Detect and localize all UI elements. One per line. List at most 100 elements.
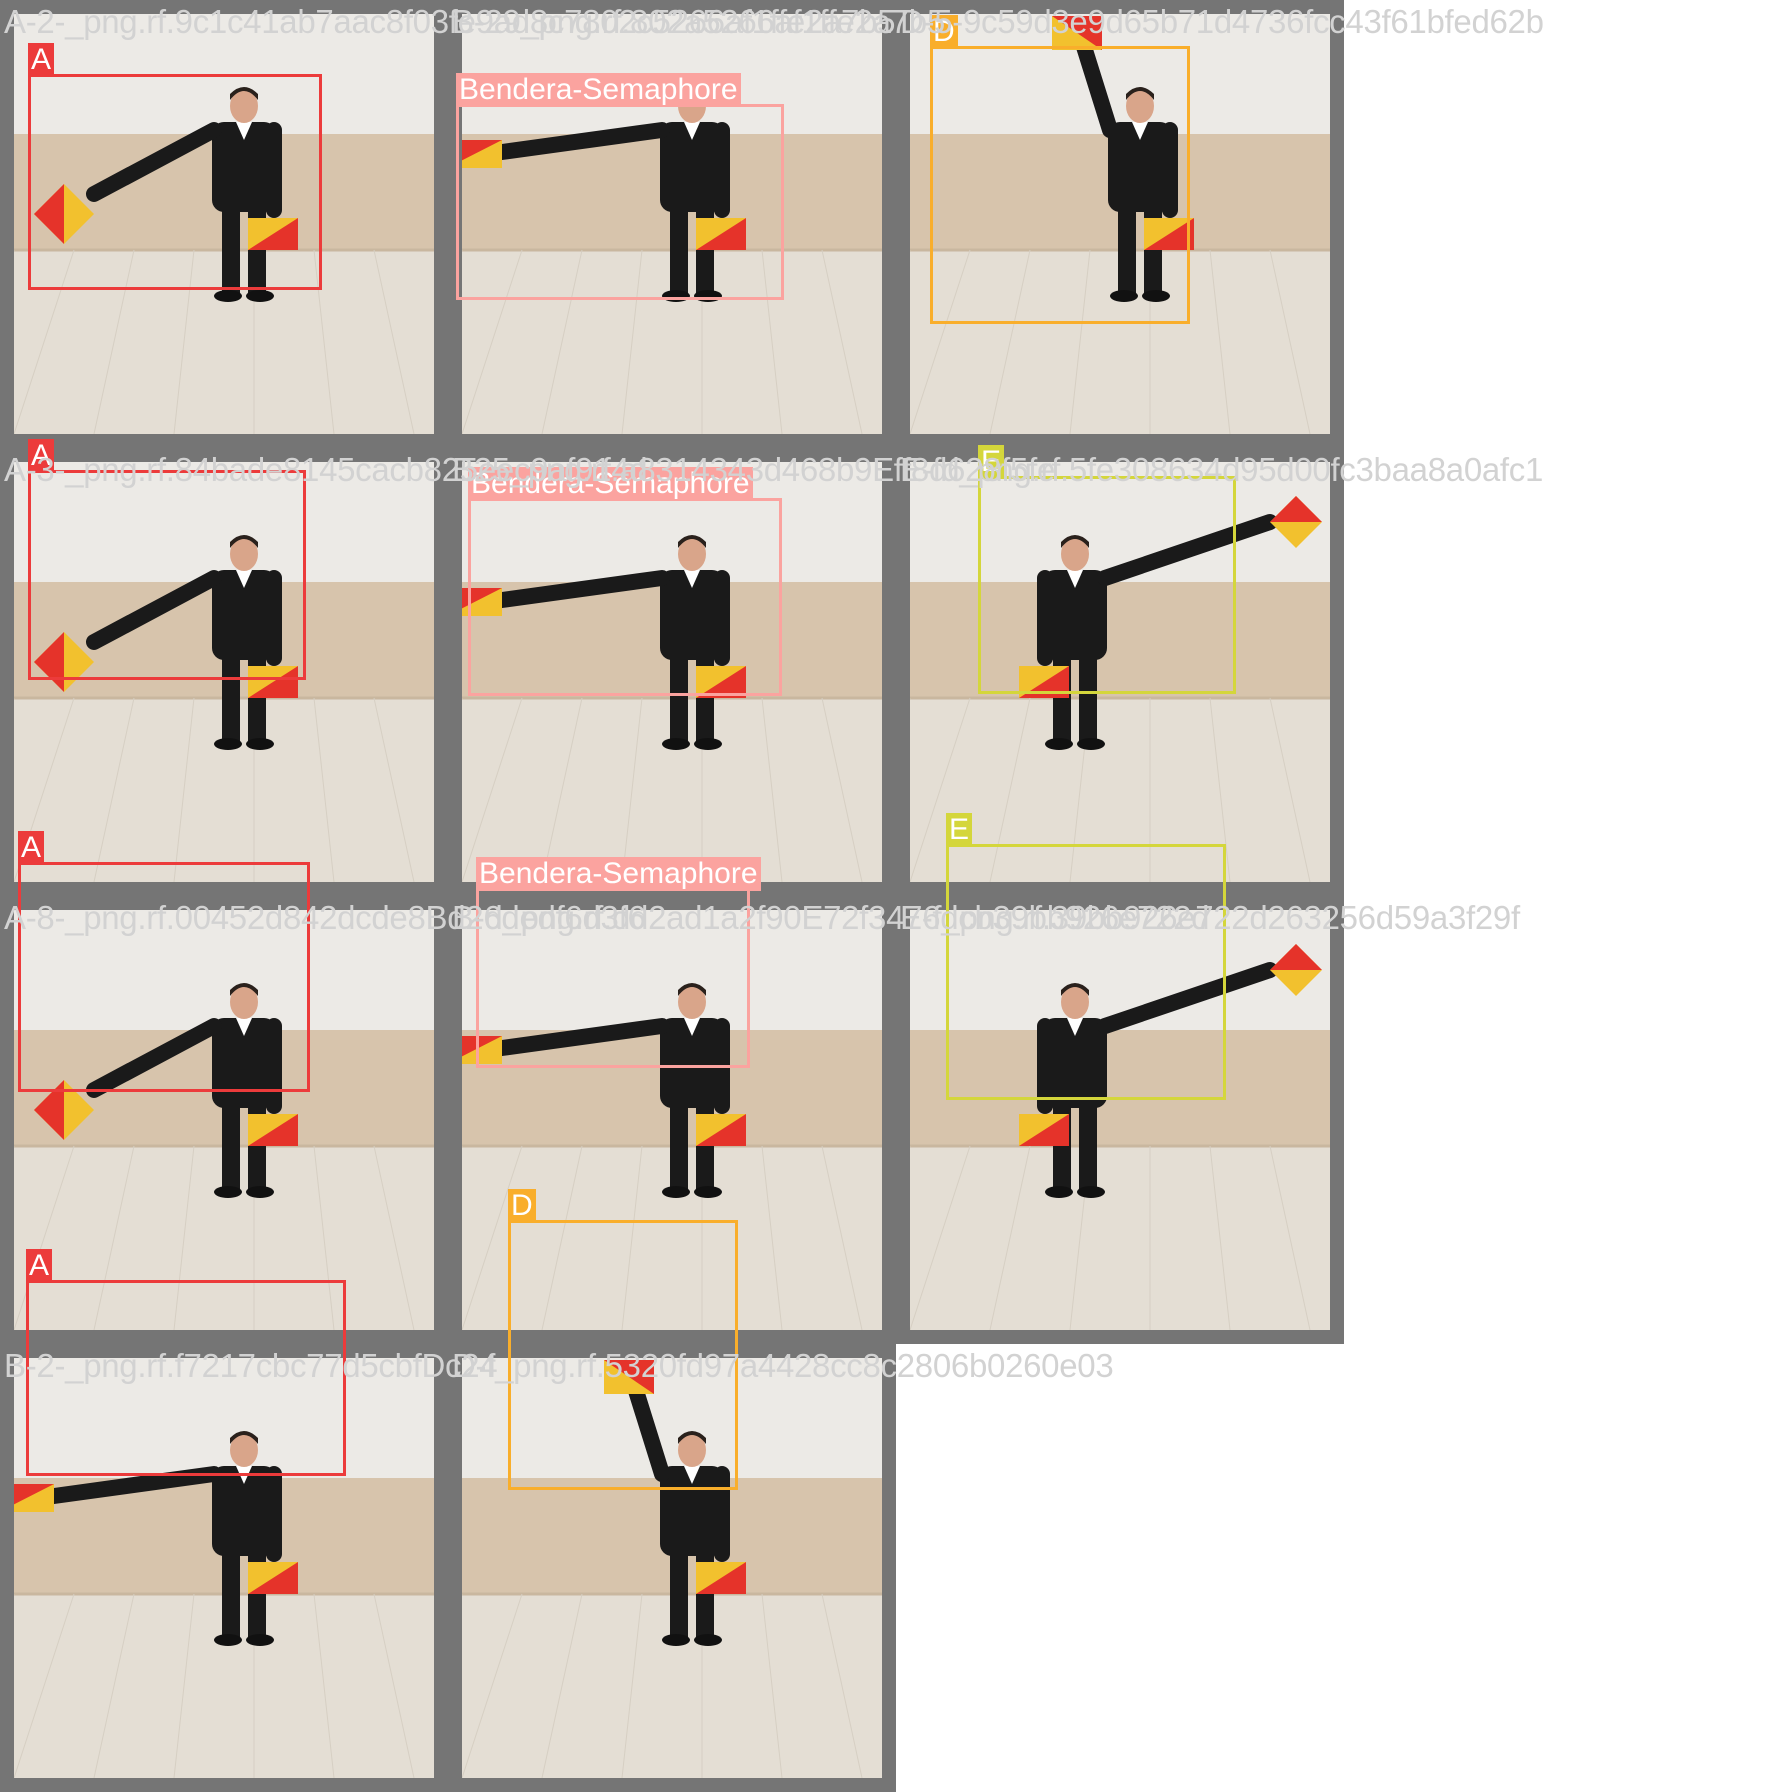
person: [34, 87, 298, 302]
bounding-box: E: [946, 813, 1226, 1100]
image-filename: A-8-_png.rf.00452d842dcde8Bd26dedf6d3f6: [4, 899, 646, 936]
arm-raised: [46, 1466, 222, 1504]
image-filename: B-29_png.rf.802a5266af1ffe2a7b5: [452, 3, 945, 40]
head: [230, 89, 258, 123]
class-label: Bendera-Semaphore: [456, 73, 741, 107]
photo: [14, 14, 434, 434]
image-tile[interactable]: Bendera-Semaphore B-29_png.rf.802a5266af1…: [448, 0, 945, 448]
left-shoe: [662, 1186, 690, 1198]
floor-tile-line: [989, 249, 1031, 434]
collar: [684, 122, 700, 140]
semaphore-scene: [14, 14, 434, 434]
person: [1052, 16, 1194, 302]
floor-tile-line: [621, 1145, 643, 1330]
image-tile[interactable]: A A-8-_png.rf.00452d842dcde8Bd26dedf6d3f6: [0, 831, 646, 1344]
floor-tile-line: [1209, 697, 1231, 882]
torso: [1043, 1018, 1107, 1108]
floor-tile-line: [761, 249, 783, 434]
collar: [236, 570, 252, 588]
floor-tile-line: [821, 1145, 863, 1330]
class-label: A: [26, 1249, 53, 1283]
class-label: D: [508, 1189, 536, 1223]
left-shoe: [214, 1186, 242, 1198]
flag-raised: [604, 1360, 654, 1394]
image-filename: E-f_png.rf.39bb926e722d263256d59a3f29f: [900, 899, 1520, 936]
flag-red: [696, 1114, 746, 1146]
arm-raised: [86, 570, 222, 650]
collar: [1132, 122, 1148, 140]
photo: [462, 1358, 882, 1778]
class-label: A: [28, 43, 55, 77]
floor-tile-line: [93, 1145, 135, 1330]
person: [14, 1431, 298, 1646]
flag-raised: [1270, 496, 1322, 548]
image-tile[interactable]: Bendera-Semaphore B25_png.rf.a8314343d468…: [448, 448, 1055, 896]
image-filename: B-2-_png.rf.f7217cbc77d5cbfDc24: [4, 1347, 498, 1384]
head: [1061, 985, 1089, 1019]
hair: [230, 87, 258, 100]
head: [678, 1433, 706, 1467]
bounding-box: E: [978, 445, 1236, 694]
left-shoe: [1110, 290, 1138, 302]
semaphore-scene: [14, 462, 434, 882]
floor-tile-line: [462, 1145, 523, 1330]
head: [1061, 537, 1089, 571]
hair: [1126, 87, 1154, 100]
person: [34, 983, 298, 1198]
bounding-box: A: [28, 439, 306, 680]
floor-tile-line: [173, 1145, 195, 1330]
flag-raised: [1270, 944, 1322, 996]
class-label: E: [946, 813, 973, 847]
floor-tile-line: [541, 1145, 583, 1330]
torso: [1108, 122, 1172, 212]
floor-tile-line: [761, 697, 783, 882]
semaphore-scene: [910, 910, 1330, 1330]
right-shoe: [1077, 738, 1105, 750]
right-leg: [1079, 1100, 1097, 1190]
floor-tile-line: [821, 697, 863, 882]
floor-tile-line: [14, 1145, 75, 1330]
flag-red: [248, 666, 298, 698]
image-tile[interactable]: D D-5-9c59d3e9d65b71d4736fcc43f61bfed62b: [896, 0, 1544, 448]
left-leg: [222, 652, 240, 742]
left-shoe: [214, 738, 242, 750]
hair: [230, 1431, 258, 1444]
image-tile[interactable]: Bendera-Semaphore B-d_png.rf.dd2ad1a2f90E…: [448, 857, 1210, 1344]
semaphore-scene: [462, 462, 882, 882]
image-tile[interactable]: A A-2-_png.rf.9c1c41ab7aac8f03fe9ad8c7802…: [0, 0, 895, 448]
right-shoe: [1142, 290, 1170, 302]
image-tile[interactable]: D D-f_png.rf.5320fd97a4428cc8c2806b0260e0…: [448, 1189, 1114, 1792]
torso: [212, 1466, 276, 1556]
floor-tile-line: [989, 1145, 1031, 1330]
semaphore-scene: [14, 1358, 434, 1778]
person: [462, 535, 746, 750]
floor-tile-line: [93, 697, 135, 882]
flag-red: [248, 1562, 298, 1594]
arm-raised: [1097, 962, 1278, 1034]
floor-tile-line: [313, 249, 335, 434]
right-shoe: [246, 1186, 274, 1198]
floor-tile-line: [1209, 249, 1231, 434]
left-shoe: [1045, 738, 1073, 750]
image-filename: A-3-_png.rf.84bade8145cacb825eec9af914d: [4, 451, 648, 488]
flag-red: [248, 218, 298, 250]
floor-tile-line: [910, 1145, 971, 1330]
floor-tile-line: [910, 697, 971, 882]
flag-red: [248, 1114, 298, 1146]
flag-raised: [34, 1080, 94, 1140]
torso: [212, 122, 276, 212]
bounding-box: D: [508, 1189, 738, 1490]
class-label: D: [930, 15, 958, 49]
floor-tile-line: [373, 249, 415, 434]
left-shoe: [214, 1634, 242, 1646]
hair: [230, 983, 258, 996]
torso: [212, 1018, 276, 1108]
floor: [910, 698, 1330, 882]
image-tile[interactable]: E E-f_png.rf.39bb926e722d263256d59a3f29f: [896, 813, 1520, 1344]
floor-tile-line: [761, 1145, 783, 1330]
image-tile[interactable]: A B-2-_png.rf.f7217cbc77d5cbfDc24: [0, 1249, 498, 1792]
floor-tile-line: [462, 249, 523, 434]
image-tile[interactable]: A A-3-_png.rf.84bade8145cacb825eec9af914d: [0, 439, 648, 896]
head: [1126, 89, 1154, 123]
photo: [14, 910, 434, 1330]
